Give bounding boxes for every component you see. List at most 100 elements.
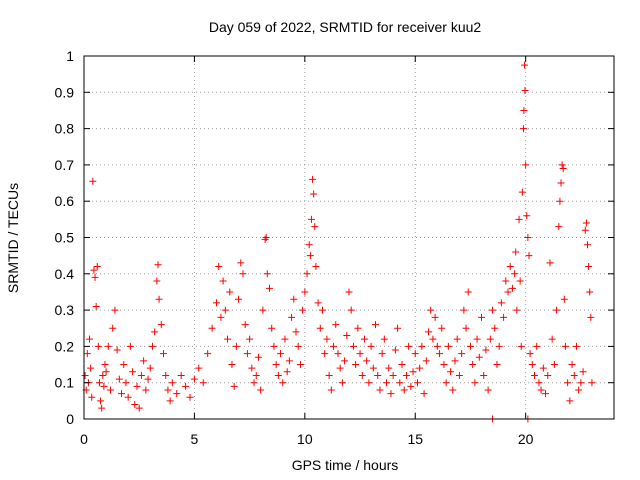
data-point [420,390,428,398]
data-point [182,382,190,390]
data-point [252,371,260,379]
data-point [442,379,450,387]
data-point [511,270,519,278]
data-point [418,342,426,350]
data-point [226,288,234,296]
data-point [325,371,333,379]
data-point [586,288,594,296]
y-tick-label: 0.5 [55,230,75,246]
data-point [124,393,132,401]
data-point [261,235,269,243]
data-point [513,306,521,314]
data-point [166,397,174,405]
data-point [493,361,501,369]
data-point [341,357,349,365]
data-point [215,263,223,271]
data-point [372,321,379,329]
data-point [546,259,554,267]
data-point [523,212,531,220]
data-point [433,342,441,350]
data-point [90,266,98,274]
data-point [94,342,102,350]
data-point [92,302,100,310]
data-point [363,357,371,365]
data-point [91,273,99,281]
data-point [431,313,439,321]
data-point [469,361,477,369]
data-point [413,379,421,387]
data-point [316,324,324,332]
data-point [305,241,313,249]
data-point [319,306,326,314]
data-point [235,295,243,303]
data-point [482,346,490,354]
x-axis-label: GPS time / hours [292,457,399,473]
data-point [274,371,282,379]
data-point [129,368,137,376]
data-point [107,386,114,394]
data-point [155,295,163,303]
data-point [358,371,366,379]
y-tick-label: 1 [66,48,74,64]
data-points [81,61,596,423]
data-point [97,397,105,405]
data-point [537,386,545,394]
data-point [584,241,591,249]
data-point [164,386,172,394]
data-point [378,350,386,358]
data-point [508,284,516,292]
data-point [400,386,408,394]
data-point [290,295,298,303]
data-point [398,361,406,369]
data-point [491,324,499,332]
y-tick-label: 0 [66,411,74,427]
data-point [266,284,273,292]
data-point [520,106,528,114]
data-point [515,215,523,223]
x-tick-label: 15 [407,431,423,447]
data-point [306,252,314,260]
data-point [122,379,130,387]
data-point [230,382,238,390]
data-point [553,306,561,314]
data-point [262,234,270,241]
data-point [314,299,322,307]
data-point [118,390,126,398]
data-point [354,324,362,332]
data-point [458,350,466,358]
data-point [519,125,527,133]
data-point [307,215,315,223]
data-point [369,364,377,372]
y-axis-label: SRMTID / TECUs [5,183,21,293]
data-point [246,335,254,343]
data-point [556,197,564,205]
data-point [279,379,287,387]
data-point [550,361,558,369]
data-point [352,361,360,369]
data-point [495,342,503,350]
data-point [113,346,121,354]
data-point [115,375,123,383]
data-point [272,361,280,369]
chart-title: Day 059 of 2022, SRMTID for receiver kuu… [209,19,482,35]
x-tick-label: 10 [297,431,313,447]
data-point [213,299,220,307]
data-point [137,371,145,379]
data-point [83,350,91,358]
data-point [572,342,580,350]
data-point [151,328,159,336]
data-point [219,277,227,285]
data-point [480,371,488,379]
data-point [383,379,391,387]
data-point [294,342,302,350]
data-point [380,335,388,343]
y-tick-label: 0.1 [55,375,75,391]
data-point [349,342,357,350]
data-point [347,306,355,314]
data-point [157,321,165,329]
data-point [208,324,216,332]
data-point [168,379,176,387]
data-point [376,386,384,394]
data-point [389,371,397,379]
